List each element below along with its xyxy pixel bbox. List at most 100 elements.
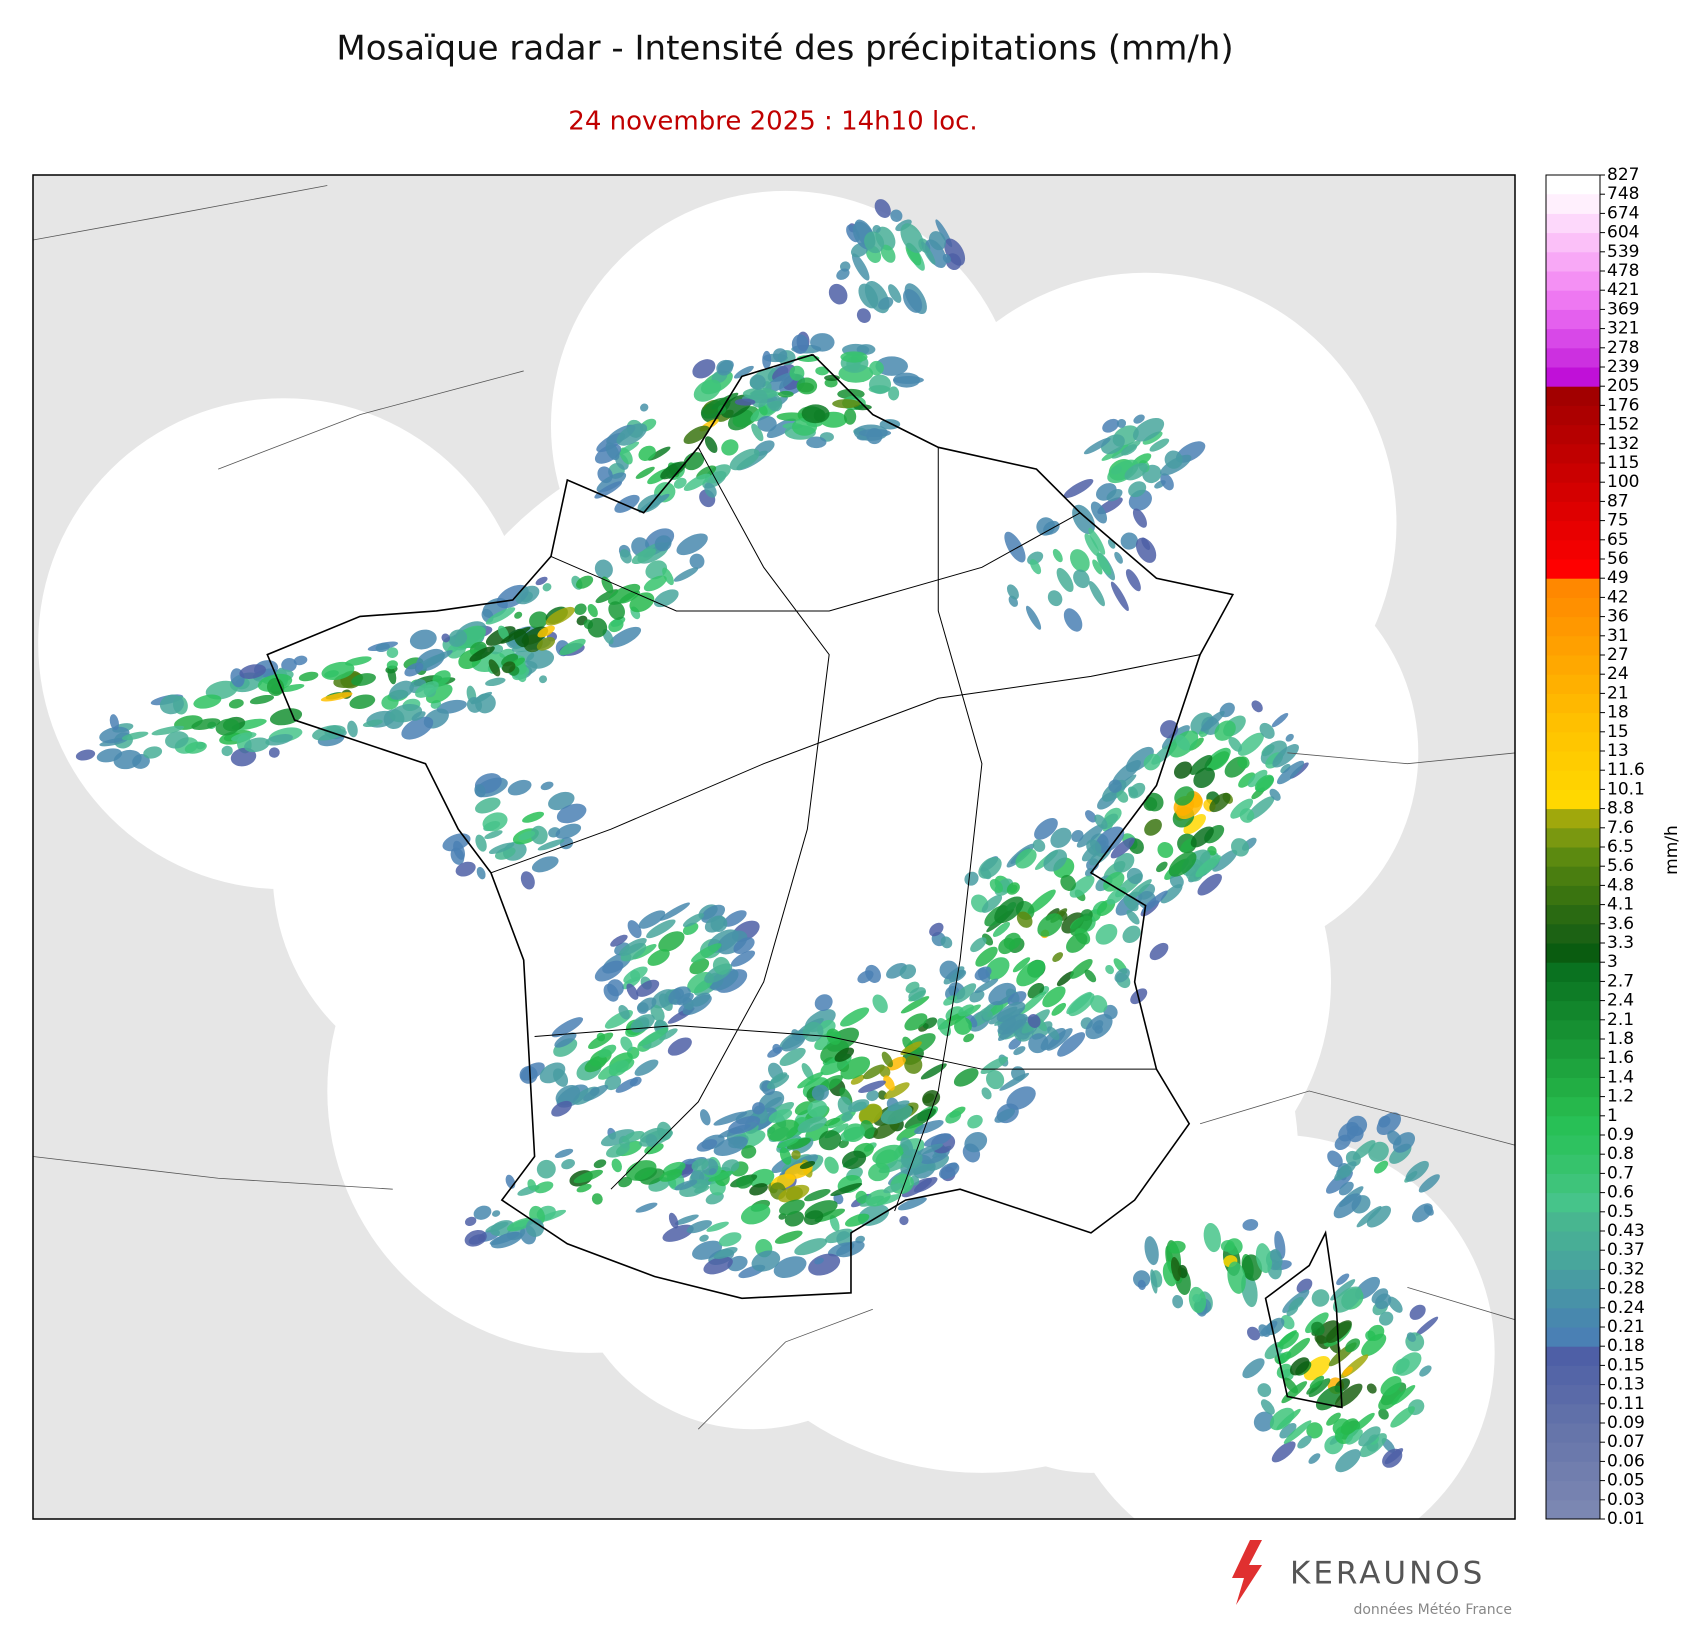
colorbar-bin — [1546, 635, 1600, 656]
rain-cell — [700, 1109, 711, 1126]
region-border — [894, 447, 983, 1212]
rain-cell — [851, 253, 870, 281]
colorbar-tick-label: 4.1 — [1607, 895, 1634, 915]
colorbar-tick-label: 7.6 — [1607, 818, 1634, 838]
rain-cell — [1160, 884, 1183, 904]
colorbar-tick-label: 0.01 — [1607, 1509, 1645, 1529]
rain-cell — [1345, 1338, 1361, 1353]
colorbar-tick-label: 21 — [1607, 683, 1629, 703]
colorbar-bin — [1546, 501, 1600, 522]
rain-cell — [591, 1193, 603, 1205]
rain-cell — [1095, 923, 1118, 945]
colorbar-bin — [1546, 751, 1600, 771]
rain-cell — [749, 1183, 768, 1196]
map-frame — [32, 174, 1516, 1520]
colorbar-bin — [1546, 1423, 1600, 1443]
rain-cell — [1070, 549, 1090, 573]
rain-cell — [937, 1018, 951, 1037]
rain-cell — [850, 1074, 865, 1085]
rain-cell — [904, 1108, 937, 1129]
colorbar-tick-label: 5.6 — [1607, 856, 1634, 876]
rain-cell — [791, 334, 809, 354]
colorbar-bin — [1546, 1346, 1600, 1366]
rain-cell — [1203, 1222, 1221, 1253]
rain-cell — [1338, 1181, 1354, 1196]
rain-cell — [858, 283, 879, 309]
rain-cell — [554, 1148, 574, 1159]
rain-cell — [1327, 1150, 1343, 1168]
rain-cell — [1277, 1351, 1292, 1365]
rain-cell — [1200, 710, 1225, 732]
rain-cell — [864, 231, 885, 254]
rain-cell — [1090, 995, 1108, 1013]
rain-cell — [1015, 848, 1037, 869]
rain-cell — [1271, 1441, 1296, 1463]
rain-cell — [422, 650, 453, 668]
rain-cell — [888, 386, 900, 401]
rain-cell — [1269, 1407, 1295, 1431]
rain-cell — [1126, 909, 1140, 925]
rain-cell — [736, 1175, 753, 1189]
rain-cell — [985, 1070, 1005, 1090]
rain-cell — [611, 1158, 622, 1173]
rain-cell — [1105, 964, 1115, 975]
rain-cell — [828, 283, 848, 305]
rain-cell — [551, 1017, 584, 1038]
rain-cell — [1037, 913, 1063, 937]
rain-cell — [345, 656, 372, 666]
rain-cell — [1281, 1381, 1308, 1404]
rain-cell — [619, 938, 647, 956]
rain-cell — [841, 1150, 867, 1169]
colorbar-tick-label: 132 — [1607, 434, 1639, 454]
rain-cell — [165, 731, 189, 749]
rain-cell — [529, 611, 548, 629]
rain-cell — [954, 1017, 972, 1035]
colorbar-tick-label: 1 — [1607, 1106, 1618, 1126]
rain-cell — [975, 946, 998, 967]
rain-cell — [776, 1138, 799, 1149]
rain-cell — [899, 964, 917, 980]
rain-cell — [1085, 1014, 1113, 1040]
colorbar-bin — [1546, 1461, 1600, 1482]
rain-cell — [953, 1068, 979, 1087]
rain-cell — [1239, 808, 1255, 823]
colorbar-tick-label: 0.43 — [1607, 1221, 1645, 1241]
rain-cell — [904, 1013, 928, 1031]
rain-cell — [904, 1055, 923, 1074]
rain-cell — [587, 604, 598, 618]
rain-cell — [1384, 1448, 1404, 1465]
rain-cell — [517, 673, 527, 683]
rain-cell — [281, 657, 297, 672]
rain-cell — [610, 934, 628, 947]
rain-cell — [643, 575, 667, 592]
rain-cell — [1326, 1412, 1341, 1426]
borders — [33, 185, 1515, 1430]
rain-cell — [1392, 1132, 1416, 1153]
colorbar-tick-label: 827 — [1607, 165, 1639, 185]
coastline — [1407, 1286, 1515, 1321]
rain-cell — [1197, 873, 1222, 896]
rain-cell — [1340, 1418, 1359, 1435]
rain-cell — [1238, 772, 1256, 788]
rain-cell — [485, 607, 516, 625]
rain-cell — [1066, 991, 1092, 1015]
rain-cell — [1084, 533, 1100, 557]
rain-cell — [1063, 608, 1083, 632]
coastline — [1287, 752, 1515, 765]
rain-cell — [803, 1210, 824, 1225]
rain-cell — [623, 966, 648, 984]
rain-cell — [1006, 1086, 1036, 1110]
rain-cell — [1280, 1314, 1295, 1330]
rain-cell — [552, 1068, 569, 1087]
rain-cell — [733, 365, 754, 379]
rain-cell — [883, 1183, 904, 1194]
rain-cell — [442, 833, 471, 852]
colorbar-bin — [1546, 1115, 1600, 1136]
rain-cell — [733, 937, 755, 954]
rain-cell — [970, 937, 987, 953]
rain-cell — [1094, 826, 1125, 854]
rain-cell — [606, 1143, 630, 1158]
rain-cell — [1228, 736, 1243, 752]
rain-cell — [1279, 1423, 1297, 1439]
colorbar-bin — [1546, 981, 1600, 1002]
